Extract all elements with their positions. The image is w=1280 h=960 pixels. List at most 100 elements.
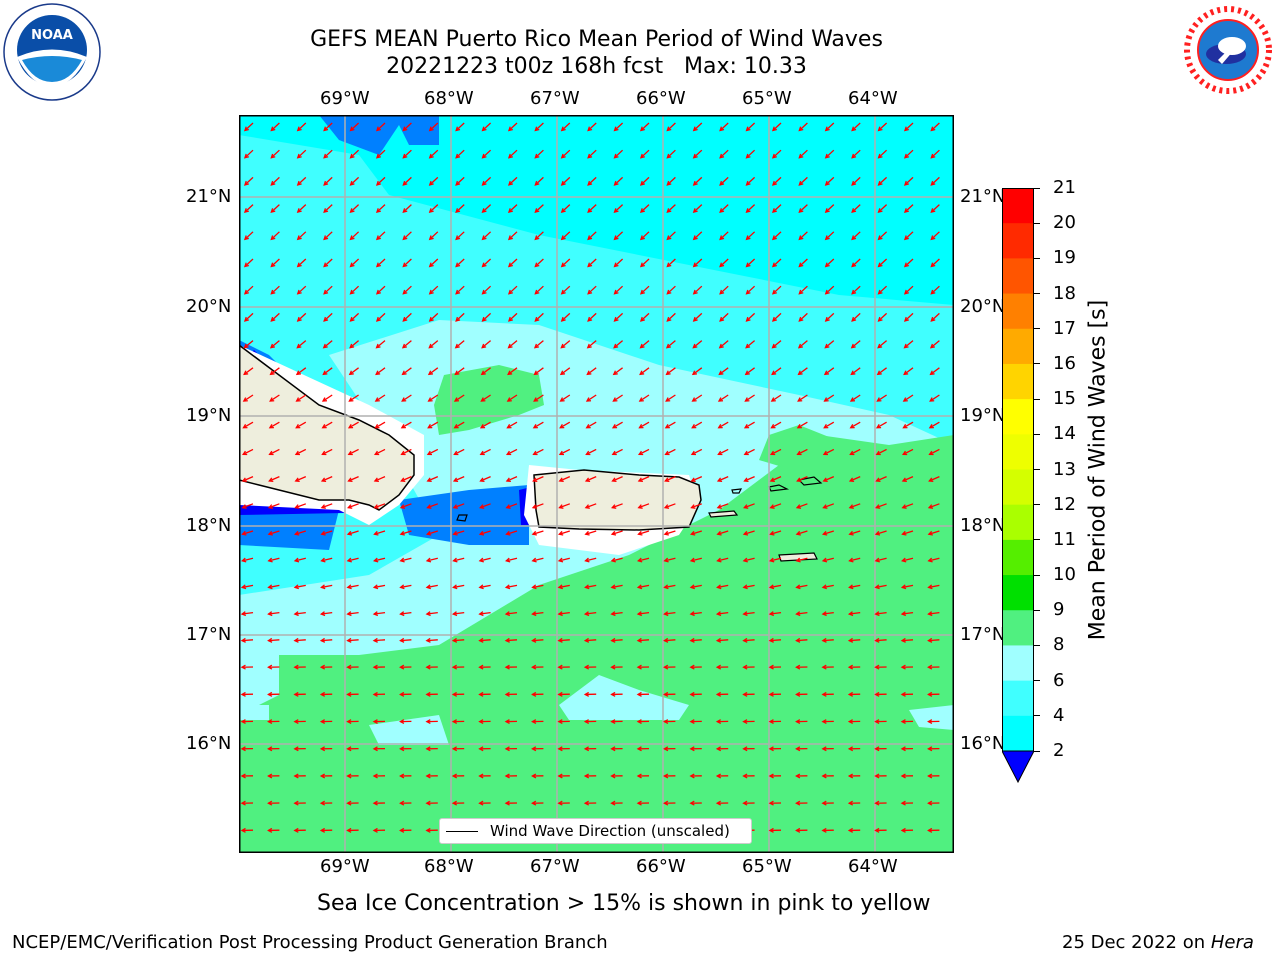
wind-arrow xyxy=(268,639,280,642)
wind-arrow-head xyxy=(768,691,774,697)
colorbar-segment xyxy=(1002,575,1034,611)
wind-arrow xyxy=(455,258,465,267)
wind-arrow-head xyxy=(348,370,354,376)
wind-arrow-head xyxy=(557,800,563,806)
wind-arrow xyxy=(534,367,544,375)
wind-arrow xyxy=(822,557,834,562)
wind-arrow-head xyxy=(373,530,379,536)
wind-arrow xyxy=(824,340,835,349)
wind-arrow-head xyxy=(557,637,563,643)
wind-arrow-head xyxy=(399,827,405,833)
wind-arrow-head xyxy=(296,289,302,295)
wind-arrow xyxy=(242,476,254,482)
wind-arrow xyxy=(772,176,782,186)
wind-arrow-head xyxy=(742,611,748,617)
wind-arrow xyxy=(534,312,544,322)
wind-arrow-head xyxy=(666,208,672,214)
wind-arrow-head xyxy=(771,235,777,241)
wind-arrow xyxy=(719,340,729,349)
wind-arrow xyxy=(428,394,439,402)
wind-arrow xyxy=(561,176,571,186)
wind-arrow-head xyxy=(874,530,881,536)
wind-arrow-head xyxy=(796,450,802,456)
wind-arrow xyxy=(401,394,412,402)
wind-arrow xyxy=(612,503,623,509)
wind-arrow-head xyxy=(427,370,434,376)
wind-arrow xyxy=(453,557,465,562)
wind-arrow xyxy=(350,285,360,295)
wind-arrow-head xyxy=(346,800,352,806)
wind-arrow xyxy=(374,476,386,482)
wind-arrow xyxy=(426,639,438,642)
wind-arrow-head xyxy=(639,153,645,159)
wind-arrow-head xyxy=(349,343,355,349)
wind-arrow-head xyxy=(452,504,458,509)
wind-arrow-head xyxy=(927,530,933,536)
wind-arrow xyxy=(877,367,887,375)
wind-arrow xyxy=(876,421,887,429)
wind-arrow-head xyxy=(533,370,539,376)
wind-arrow-head xyxy=(689,611,695,617)
wind-arrow-head xyxy=(557,664,563,670)
wind-arrow xyxy=(558,584,570,589)
wind-arrow xyxy=(903,367,914,375)
wind-arrow-head xyxy=(929,343,936,349)
wind-arrow-head xyxy=(241,450,248,456)
wind-arrow xyxy=(559,503,571,509)
wind-arrow-head xyxy=(771,126,777,132)
shading-2-4 xyxy=(239,510,339,550)
wind-arrow xyxy=(798,149,808,159)
wind-arrow-head xyxy=(478,773,484,779)
wind-arrow-head xyxy=(293,637,299,643)
wind-arrow xyxy=(611,584,623,589)
wind-arrow xyxy=(743,584,755,589)
wind-arrow xyxy=(851,176,861,186)
wind-arrow-head xyxy=(689,584,695,590)
wind-arrow-head xyxy=(296,126,302,132)
wind-arrow-head xyxy=(349,208,355,214)
wind-arrow xyxy=(718,421,729,429)
lon-label-bottom: 64°W xyxy=(848,856,898,877)
nws-logo xyxy=(1180,2,1276,98)
colorbar-segment xyxy=(1002,328,1034,365)
colorbar-segment xyxy=(1002,715,1034,752)
wind-arrow-head xyxy=(586,370,592,376)
wind-arrow xyxy=(798,231,808,240)
wind-arrow xyxy=(796,530,808,535)
wind-arrow-head xyxy=(428,126,434,132)
lat-label-left: 20°N xyxy=(186,296,232,317)
wind-arrow-head xyxy=(927,611,933,617)
wind-arrow xyxy=(640,204,650,213)
wind-arrow xyxy=(587,312,597,322)
wind-arrow-head xyxy=(242,423,248,429)
wind-arrow xyxy=(770,611,782,615)
wind-arrow-head xyxy=(531,637,537,643)
wind-arrow-head xyxy=(532,423,538,429)
wind-arrow-head xyxy=(401,370,407,376)
wind-arrow-head xyxy=(372,773,378,779)
wind-arrow-head xyxy=(399,800,405,806)
colorbar-segment xyxy=(1002,610,1034,646)
wind-arrow xyxy=(533,394,544,402)
colorbar-title: Mean Period of Wind Waves [s] xyxy=(1085,299,1111,641)
wind-arrow-head xyxy=(293,664,299,670)
wind-arrow-head xyxy=(901,504,907,509)
wind-arrow xyxy=(294,584,306,589)
wind-arrow-head xyxy=(821,584,827,590)
wind-arrow-head xyxy=(930,262,936,268)
wind-arrow xyxy=(666,149,676,159)
wind-arrow-head xyxy=(848,557,854,563)
wind-arrow-head xyxy=(451,800,458,806)
wind-arrow xyxy=(614,122,624,131)
wind-arrow-head xyxy=(481,180,487,186)
wind-arrow xyxy=(561,312,571,322)
wind-arrow-head xyxy=(428,289,434,295)
wind-arrow-head xyxy=(903,208,909,214)
wind-arrow xyxy=(454,448,465,455)
wind-arrow-head xyxy=(877,343,883,349)
wind-arrow-head xyxy=(745,153,751,159)
colorbar-tick-mark xyxy=(1034,328,1040,330)
wind-arrow-head xyxy=(451,691,458,697)
wind-arrow-head xyxy=(319,611,326,617)
colorbar-segment xyxy=(1002,645,1034,682)
